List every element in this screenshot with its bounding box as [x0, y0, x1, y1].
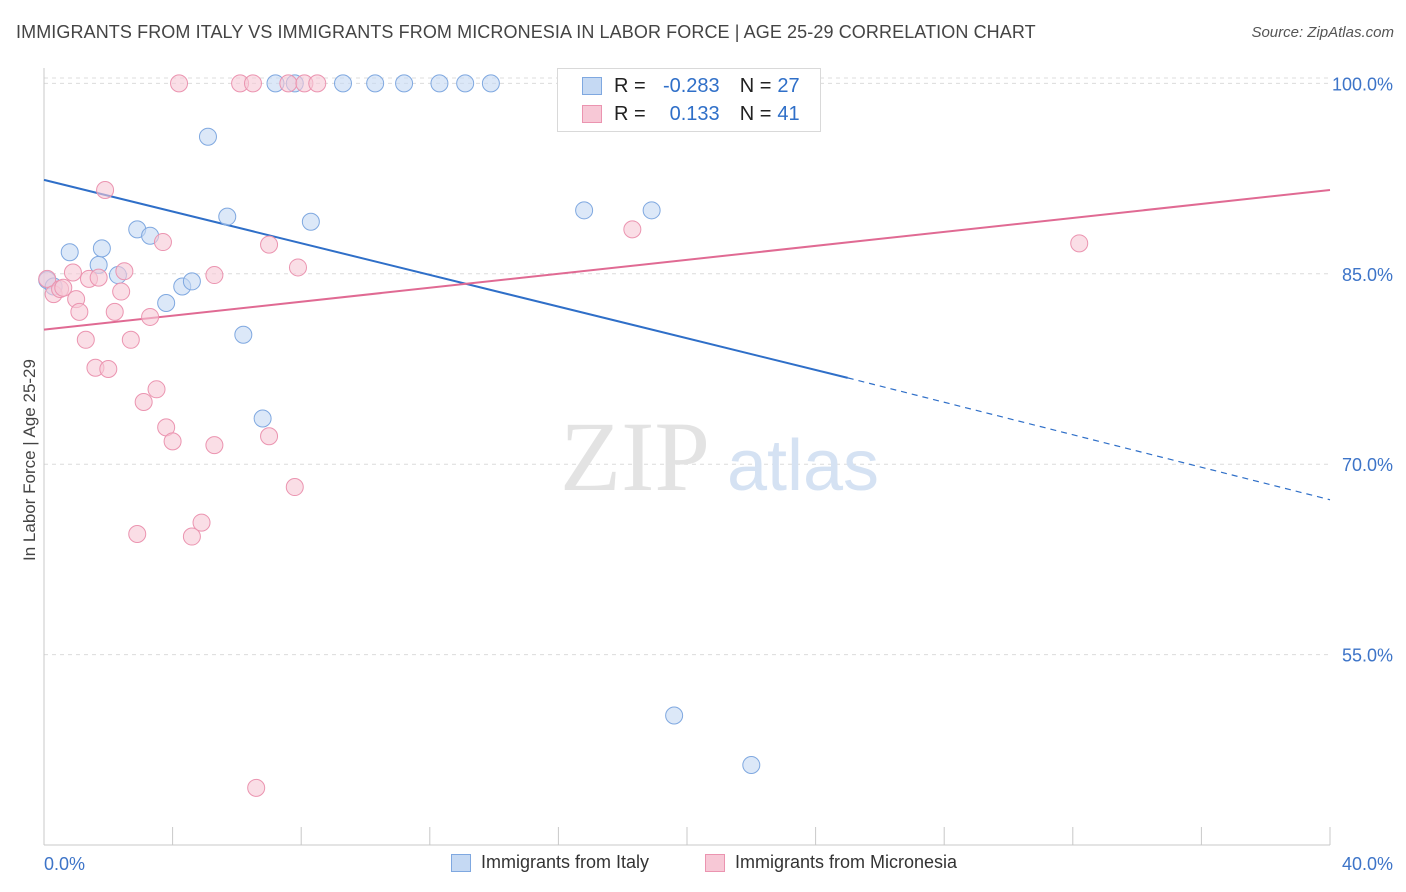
trend-lines — [43, 178, 1331, 501]
italy-point — [218, 207, 237, 226]
micronesia-point — [170, 74, 189, 93]
italy-legend-label: Immigrants from Italy — [481, 852, 650, 872]
micronesia-point — [70, 302, 89, 321]
italy-point — [575, 201, 594, 220]
micronesia-point — [38, 269, 57, 288]
tick-labels: 55.0% 70.0% 85.0% 100.0% 0.0% 40.0% — [44, 74, 1393, 874]
axes — [43, 68, 1331, 846]
italy-trend-line — [43, 178, 848, 379]
micronesia-point — [96, 181, 115, 200]
micronesia-point — [308, 74, 327, 93]
micronesia-point — [153, 233, 172, 252]
micronesia-point — [205, 436, 224, 455]
italy-point — [665, 706, 684, 725]
micronesia-point — [260, 235, 279, 254]
source-credit: Source: ZipAtlas.com — [1251, 24, 1394, 41]
micronesia-point — [623, 220, 642, 239]
micronesia-point — [99, 359, 118, 378]
micronesia-point — [141, 307, 160, 326]
micronesia-r-value: 0.133 — [669, 102, 720, 125]
x-tick-label: 40.0% — [1342, 854, 1393, 874]
y-tick-label: 100.0% — [1332, 74, 1393, 94]
micronesia-legend-swatch — [705, 853, 725, 872]
italy-point — [301, 212, 320, 231]
italy-point — [456, 74, 475, 93]
italy-point — [366, 74, 385, 93]
micronesia-point — [1070, 234, 1089, 253]
micronesia-swatch — [582, 105, 602, 123]
legend-row-micronesia: R = 0.133 N = 41 — [582, 101, 800, 127]
watermark-atlas: atlas — [727, 426, 879, 506]
italy-point — [430, 74, 449, 93]
micronesia-point — [105, 302, 124, 321]
micronesia-point — [288, 258, 307, 277]
chart-title: IMMIGRANTS FROM ITALY VS IMMIGRANTS FROM… — [16, 22, 1036, 42]
micronesia-point — [63, 263, 82, 282]
y-tick-label: 70.0% — [1342, 455, 1393, 475]
italy-trend-line-projection — [847, 377, 1331, 501]
italy-legend-swatch — [451, 853, 471, 872]
micronesia-trend-line — [43, 189, 1331, 331]
italy-point — [157, 293, 176, 312]
micronesia-point — [121, 330, 140, 349]
italy-point — [234, 325, 253, 344]
micronesia-point — [279, 74, 298, 93]
italy-point — [182, 272, 201, 291]
micronesia-point — [192, 513, 211, 532]
watermark: ZIP atlas — [560, 401, 879, 512]
micronesia-n-value: 41 — [777, 102, 800, 125]
micronesia-point — [182, 527, 201, 546]
micronesia-legend-label: Immigrants from Micronesia — [735, 852, 958, 872]
italy-point — [60, 243, 79, 262]
micronesia-point — [243, 74, 262, 93]
italy-point — [742, 756, 761, 775]
italy-n-value: 27 — [777, 74, 800, 97]
micronesia-point — [147, 380, 166, 399]
micronesia-point — [89, 268, 108, 287]
micronesia-point — [134, 392, 153, 411]
micronesia-n-label: N = — [739, 102, 772, 125]
micronesia-point — [112, 282, 131, 301]
italy-r-label: R = — [614, 74, 646, 97]
legend-item-micronesia[interactable]: Immigrants from Micronesia — [705, 852, 957, 873]
legend-row-italy: R = -0.283 N = 27 — [582, 73, 800, 99]
micronesia-point — [128, 525, 147, 544]
micronesia-point — [76, 330, 95, 349]
italy-swatch — [582, 77, 602, 95]
italy-point — [481, 74, 500, 93]
micronesia-point — [205, 266, 224, 285]
italy-point — [198, 127, 217, 146]
italy-point — [333, 74, 352, 93]
data-points — [38, 74, 1089, 797]
micronesia-point — [285, 478, 304, 497]
italy-point — [253, 409, 272, 428]
micronesia-point — [115, 262, 134, 281]
italy-r-value: -0.283 — [662, 74, 720, 97]
legend-item-italy[interactable]: Immigrants from Italy — [451, 852, 649, 873]
italy-point — [92, 239, 111, 258]
y-tick-label: 55.0% — [1342, 646, 1393, 666]
micronesia-point — [54, 278, 73, 297]
italy-point — [642, 201, 661, 220]
micronesia-point — [247, 778, 266, 797]
stats-legend: R = -0.283 N = 27 R = 0.133 N = 41 — [557, 68, 821, 132]
micronesia-point — [260, 427, 279, 446]
x-tick-label: 0.0% — [44, 854, 85, 874]
micronesia-r-label: R = — [614, 102, 646, 125]
micronesia-point — [163, 432, 182, 451]
italy-point — [395, 74, 414, 93]
y-tick-label: 85.0% — [1342, 265, 1393, 285]
italy-n-label: N = — [739, 74, 772, 97]
watermark-zip: ZIP — [560, 401, 710, 512]
grid-lines — [44, 77, 1330, 656]
